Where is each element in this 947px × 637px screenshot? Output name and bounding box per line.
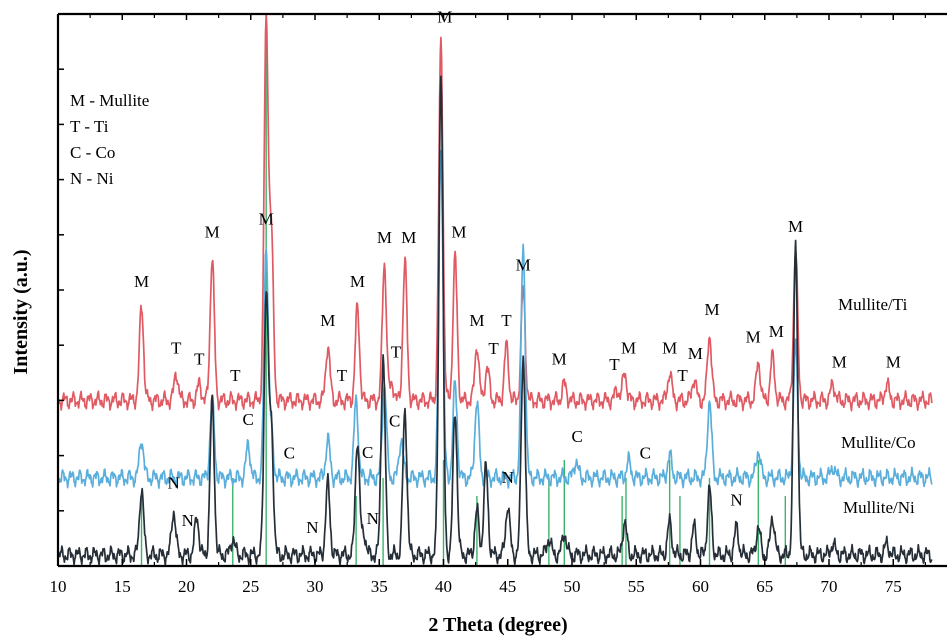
x-tick-label: 50 [564,577,581,596]
peak-label: M [451,223,466,242]
peak-label: T [501,311,512,330]
x-tick-label: 60 [692,577,709,596]
x-tick-label: 15 [114,577,131,596]
peak-label: M [746,327,761,346]
peak-label: C [362,443,373,462]
peak-label: M [516,256,531,275]
peak-label: M [788,217,803,236]
series-label-mullite-ti: Mullite/Ti [838,295,908,314]
series-line [57,149,933,489]
peak-label: T [677,366,688,385]
x-tick-label: 75 [885,577,902,596]
peak-label: M [134,272,149,291]
x-tick-label: 70 [821,577,838,596]
x-tick-label: 30 [307,577,324,596]
series-group [57,13,933,566]
peak-label: M [832,352,847,371]
series-line [57,13,933,412]
x-tick-label: 55 [628,577,645,596]
series-line [57,75,933,566]
peak-label: M [377,228,392,247]
peak-label: M [437,7,452,26]
peak-label: M [705,300,720,319]
peak-label: M [469,311,484,330]
peak-label: C [389,412,400,431]
peak-label: C [571,427,582,446]
peak-label: M [205,223,220,242]
y-axis-title: Intensity (a.u.) [10,249,32,374]
peak-label: M [688,344,703,363]
x-tick-labels-group: 10 15 20 25 30 35 40 45 50 55 60 65 70 75 [50,577,902,596]
x-axis-title: 2 Theta (degree) [428,614,567,636]
peak-label: C [243,410,254,429]
x-tick-label: 20 [178,577,195,596]
peak-label: N [306,518,318,537]
peak-label: C [284,443,295,462]
peak-label: M [259,210,274,229]
x-tick-label: 25 [242,577,259,596]
peak-label: C [640,443,651,462]
peak-label: T [391,342,402,361]
peak-label: T [171,338,182,357]
peak-label: T [337,366,348,385]
x-tick-label: 10 [50,577,67,596]
peak-label: T [230,366,241,385]
peak-label: N [367,509,379,528]
peak-label: N [182,511,194,530]
legend-key-ni: N - Ni [70,169,114,188]
legend-key-ti: T - Ti [70,117,109,136]
x-tick-label: 40 [435,577,452,596]
peak-label: T [194,350,205,369]
peak-label: M [320,311,335,330]
peak-label: T [609,355,620,374]
x-tick-label: 65 [756,577,773,596]
peak-label: M [769,322,784,341]
peak-label: M [662,338,677,357]
peak-label: M [401,228,416,247]
peak-label: N [730,490,742,509]
peak-label: T [488,339,499,358]
x-tick-label: 35 [371,577,388,596]
peak-label: M [621,338,636,357]
peak-label: N [168,474,180,493]
legend-key-mullite: M - Mullite [70,91,149,110]
series-label-mullite-co: Mullite/Co [841,433,916,452]
peak-label: M [350,272,365,291]
peak-label: N [502,468,514,487]
x-tick-label: 45 [499,577,516,596]
legend-key-co: C - Co [70,143,115,162]
series-label-mullite-ni: Mullite/Ni [843,498,915,517]
axes-group [56,12,947,568]
peak-label: M [552,350,567,369]
peak-label: M [886,352,901,371]
